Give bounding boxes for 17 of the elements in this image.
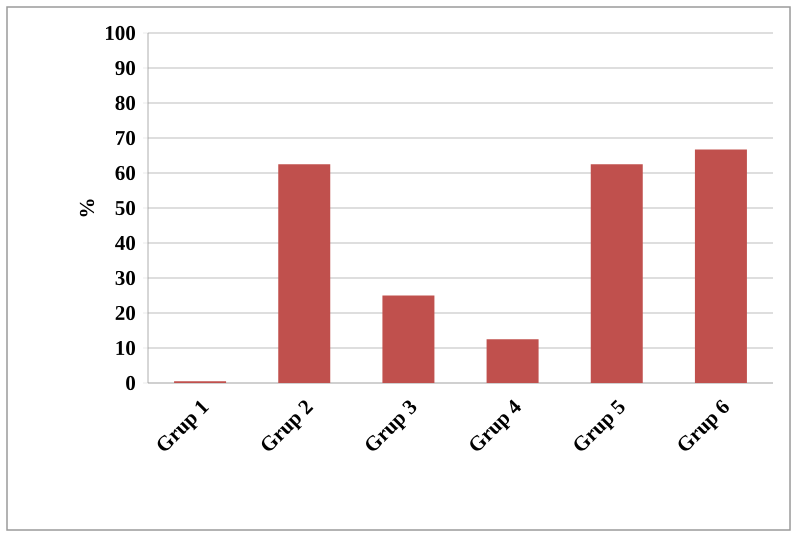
y-tick-label: 90 <box>115 60 136 76</box>
bar <box>382 296 434 383</box>
bar <box>278 164 330 383</box>
bar <box>486 339 539 383</box>
y-tick-label: 80 <box>115 96 136 110</box>
y-tick-label: 20 <box>116 306 136 320</box>
y-tick-label: 10 <box>116 340 136 356</box>
y-tick-label: 0 <box>126 376 136 390</box>
bar <box>694 150 747 383</box>
y-tick-label: 40 <box>115 236 136 250</box>
y-axis-title: % <box>80 199 94 216</box>
y-tick-label: 50 <box>116 200 136 216</box>
y-tick-label: 60 <box>116 166 136 180</box>
bar <box>590 164 643 383</box>
y-tick-label: 30 <box>116 270 136 286</box>
y-tick-label: 100 <box>106 26 136 40</box>
y-tick-label: 70 <box>116 130 136 146</box>
